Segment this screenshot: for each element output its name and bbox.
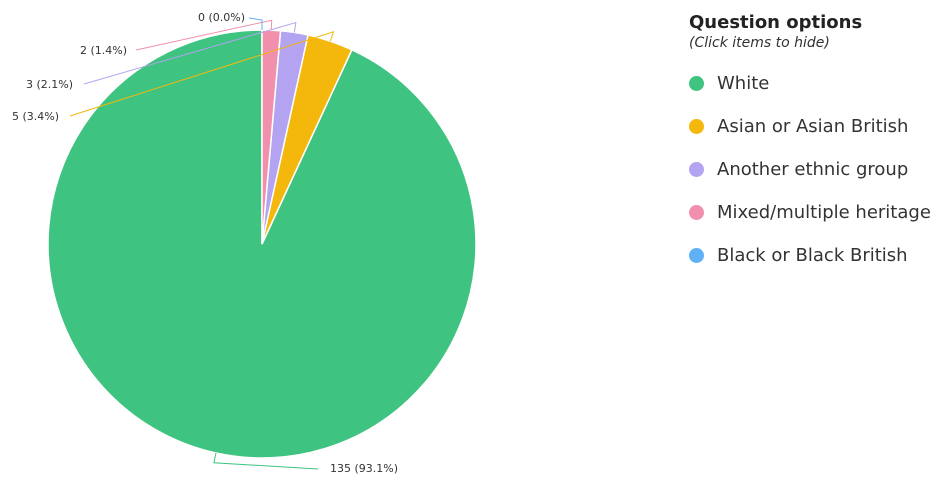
legend-subtitle: (Click items to hide): [689, 35, 830, 51]
legend-marker-icon: [689, 76, 704, 91]
legend-item-another[interactable]: Another ethnic group: [689, 158, 947, 182]
pie-slices: [47, 29, 477, 459]
legend-title: Question options: [689, 12, 863, 33]
label-connector: [213, 452, 319, 470]
label-connector: [69, 30, 335, 117]
legend-marker-icon: [689, 205, 704, 220]
legend-label: Asian or Asian British: [717, 116, 909, 137]
legend-item-asian[interactable]: Asian or Asian British: [689, 115, 947, 139]
data-label: 2 (1.4%): [80, 44, 127, 57]
data-label: 5 (3.4%): [12, 110, 59, 123]
legend-item-mixed[interactable]: Mixed/multiple heritage: [689, 201, 947, 225]
legend-marker-icon: [689, 119, 704, 134]
legend-label: Black or Black British: [717, 245, 908, 266]
label-connector: [83, 21, 297, 85]
label-connectors: [69, 17, 335, 470]
legend-marker-icon: [689, 248, 704, 263]
data-label: 3 (2.1%): [26, 78, 73, 91]
data-label: 0 (0.0%): [198, 11, 245, 24]
legend-item-black[interactable]: Black or Black British: [689, 244, 947, 268]
legend-marker-icon: [689, 162, 704, 177]
pie-chart: 135 (93.1%) 5 (3.4%) 3 (2.1%) 2 (1.4%) 0 (0.…: [12, 11, 477, 475]
legend-label: White: [717, 73, 770, 94]
legend-label: Mixed/multiple heritage: [717, 202, 931, 223]
legend-item-white[interactable]: White: [689, 72, 947, 96]
legend-label: Another ethnic group: [717, 159, 909, 180]
legend: Question options (Click items to hide) W…: [689, 12, 947, 287]
data-label: 135 (93.1%): [330, 462, 398, 475]
label-connector: [248, 17, 263, 30]
data-labels: 135 (93.1%) 5 (3.4%) 3 (2.1%) 2 (1.4%) 0 (0.…: [12, 11, 398, 475]
label-connector: [135, 19, 273, 51]
